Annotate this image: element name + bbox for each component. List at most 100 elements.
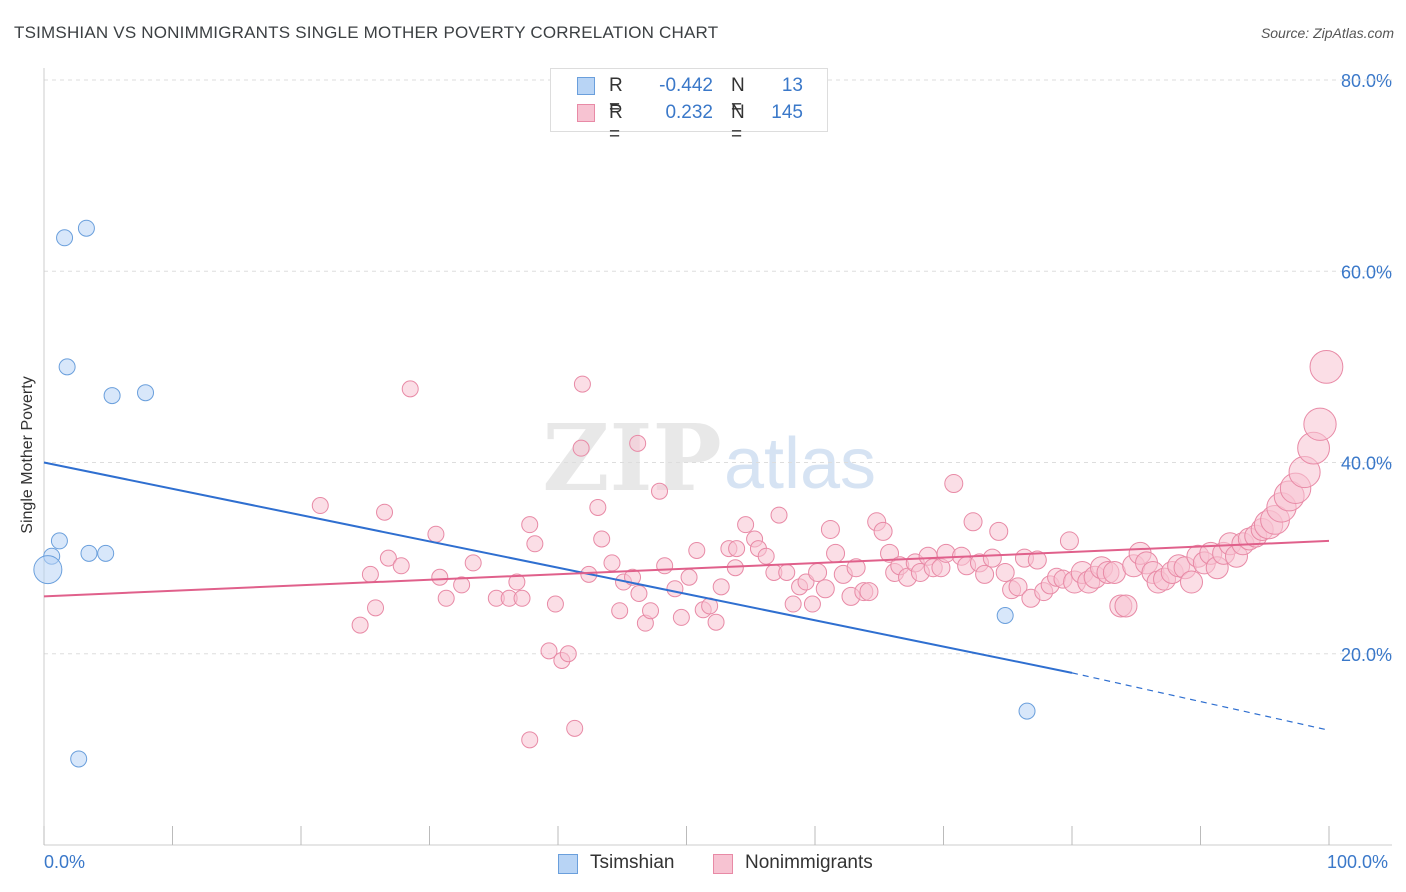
nonimmigrants-point (572, 439, 590, 457)
tsimshian-point (97, 544, 115, 562)
tsimshian-point (56, 229, 74, 247)
tsimshian-point (33, 555, 63, 585)
tsimshian-point (996, 607, 1014, 624)
nonimmigrants-point (540, 642, 558, 660)
nonimmigrants-point (593, 530, 611, 548)
nonimmigrants-point (566, 719, 584, 737)
nonimmigrants-swatch (577, 104, 595, 122)
legend-r-label: R = (609, 75, 623, 118)
nonimmigrants-point (784, 595, 802, 613)
nonimmigrants-point (559, 645, 577, 663)
tsimshian-point (137, 384, 155, 402)
tsimshian-swatch (577, 77, 595, 95)
nonimmigrants-point (546, 595, 564, 613)
nonimmigrants-point (880, 543, 900, 563)
nonimmigrants-point (629, 434, 647, 452)
nonimmigrants-point (376, 503, 394, 521)
nonimmigrants-legend-swatch (713, 854, 733, 874)
nonimmigrants-point (672, 608, 690, 626)
legend-r-value: -0.442 (659, 75, 713, 96)
legend-n-label: N = (731, 102, 745, 145)
y-tick-label: 20.0% (1341, 645, 1392, 665)
nonimmigrants-point (982, 548, 1002, 568)
nonimmigrants-point (680, 568, 698, 586)
nonimmigrants-point (808, 562, 828, 582)
tsimshian-legend-swatch (558, 854, 578, 874)
nonimmigrants-point (401, 380, 419, 398)
nonimmigrants-point (464, 554, 482, 572)
legend-n-value: 145 (771, 102, 803, 123)
legend-n-value: 13 (781, 75, 803, 96)
nonimmigrants-point (666, 580, 684, 598)
y-tick-label: 60.0% (1341, 262, 1392, 282)
nonimmigrants-point (351, 616, 369, 634)
legend-r-label: R = (609, 102, 623, 145)
nonimmigrants-point (936, 543, 956, 563)
nonimmigrants-point (1027, 550, 1047, 570)
nonimmigrants-point (1309, 349, 1344, 384)
nonimmigrants-point (513, 589, 531, 607)
nonimmigrants-point (1180, 570, 1204, 594)
tsimshian-legend-label: Tsimshian (590, 852, 675, 873)
nonimmigrants-point (846, 558, 866, 578)
x-tick-label-min: 0.0% (44, 852, 86, 872)
nonimmigrants-point (712, 578, 730, 596)
nonimmigrants-point (379, 549, 397, 567)
nonimmigrants-point (975, 564, 995, 584)
nonimmigrants-point (508, 573, 526, 591)
nonimmigrants-point (820, 519, 840, 539)
nonimmigrants-trend-line (43, 539, 1330, 598)
nonimmigrants-point (873, 521, 893, 541)
nonimmigrants-point (361, 565, 379, 583)
tsimshian-point (80, 544, 98, 562)
nonimmigrants-point (1114, 594, 1138, 618)
nonimmigrants-point (427, 525, 445, 543)
nonimmigrants-point (392, 557, 410, 575)
tsimshian-trend-line (43, 461, 1073, 674)
nonimmigrants-point (757, 547, 775, 565)
nonimmigrants-point (603, 554, 621, 572)
nonimmigrants-point (803, 595, 821, 613)
nonimmigrants-point (859, 582, 879, 602)
nonimmigrants-point (521, 516, 539, 534)
nonimmigrants-point (989, 521, 1009, 541)
nonimmigrants-point (651, 482, 669, 500)
watermark-zip: ZIP (542, 404, 721, 512)
legend-n-label: N = (731, 75, 745, 118)
nonimmigrants-point (656, 557, 674, 575)
x-tick-label-max: 100.0% (1327, 852, 1389, 872)
nonimmigrants-point (573, 375, 591, 393)
nonimmigrants-point (944, 474, 964, 494)
tsimshian-trend-extension (1071, 672, 1330, 731)
nonimmigrants-point (1102, 560, 1126, 584)
nonimmigrants-legend-label: Nonimmigrants (745, 852, 873, 873)
tsimshian-point (50, 532, 68, 550)
nonimmigrants-point (311, 497, 329, 515)
watermark-atlas: atlas (724, 424, 876, 504)
nonimmigrants-point (1008, 577, 1028, 597)
nonimmigrants-point (778, 563, 796, 581)
nonimmigrants-point (367, 599, 385, 617)
nonimmigrants-point (737, 516, 755, 534)
nonimmigrants-point (453, 576, 471, 594)
nonimmigrants-point (688, 541, 706, 559)
nonimmigrants-point (1059, 531, 1079, 551)
nonimmigrants-point (995, 562, 1015, 582)
nonimmigrants-point (815, 579, 835, 599)
tsimshian-point (70, 750, 88, 768)
nonimmigrants-point (437, 589, 455, 607)
tsimshian-point (77, 219, 95, 237)
nonimmigrants-point (521, 731, 539, 749)
nonimmigrants-point (826, 543, 846, 563)
legend-r-value: 0.232 (665, 102, 713, 123)
y-tick-label: 40.0% (1341, 454, 1392, 474)
tsimshian-point (103, 387, 121, 405)
nonimmigrants-point (1303, 407, 1337, 441)
y-tick-label: 80.0% (1341, 71, 1392, 91)
nonimmigrants-point (728, 540, 746, 558)
nonimmigrants-point (526, 535, 544, 553)
nonimmigrants-point (611, 602, 629, 620)
nonimmigrants-point (630, 585, 648, 603)
chart-title: TSIMSHIAN VS NONIMMIGRANTS SINGLE MOTHER… (14, 23, 719, 42)
